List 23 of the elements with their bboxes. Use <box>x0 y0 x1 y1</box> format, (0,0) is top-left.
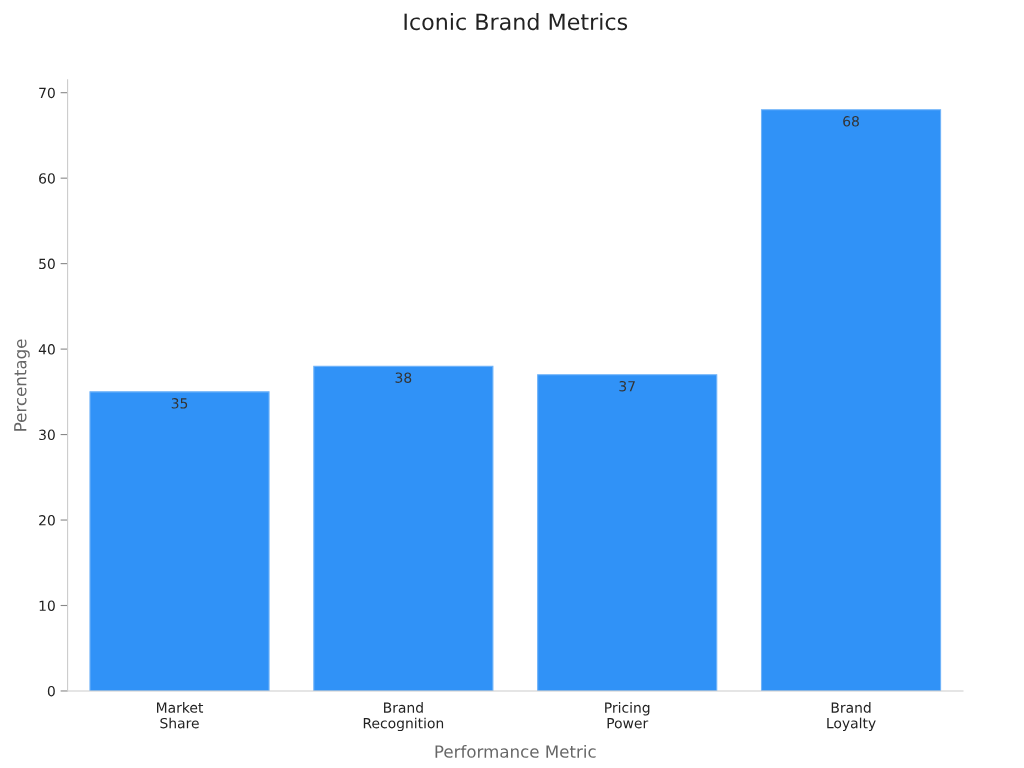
x-tick-label: Market Share <box>157 702 204 729</box>
data-label: 35 <box>171 398 188 409</box>
y-tick-label: 0 <box>47 685 55 697</box>
y-tick-label: 60 <box>39 173 55 184</box>
bar <box>313 365 494 691</box>
y-tick-label: 30 <box>39 429 55 441</box>
data-label: 37 <box>619 380 635 392</box>
y-axis-title: Percentage <box>14 339 30 431</box>
x-tick-label: Brand Loyalty <box>827 702 876 732</box>
data-label: 68 <box>843 116 859 127</box>
y-tick-label: 20 <box>39 515 55 526</box>
y-tick-label: 70 <box>39 87 55 99</box>
bar <box>89 391 270 691</box>
y-tick-label: 50 <box>39 258 55 270</box>
y-tick-label: 40 <box>38 344 55 355</box>
chart-title: Iconic Brand Metrics <box>404 12 628 31</box>
y-tick-label: 10 <box>39 600 55 611</box>
bar <box>537 374 718 691</box>
x-tick-label: Pricing Power <box>605 702 650 729</box>
x-axis-title: Performance Metric <box>435 744 596 758</box>
x-tick-label: Brand Recognition <box>363 702 444 732</box>
data-label: 38 <box>395 372 412 383</box>
bar <box>760 109 942 691</box>
